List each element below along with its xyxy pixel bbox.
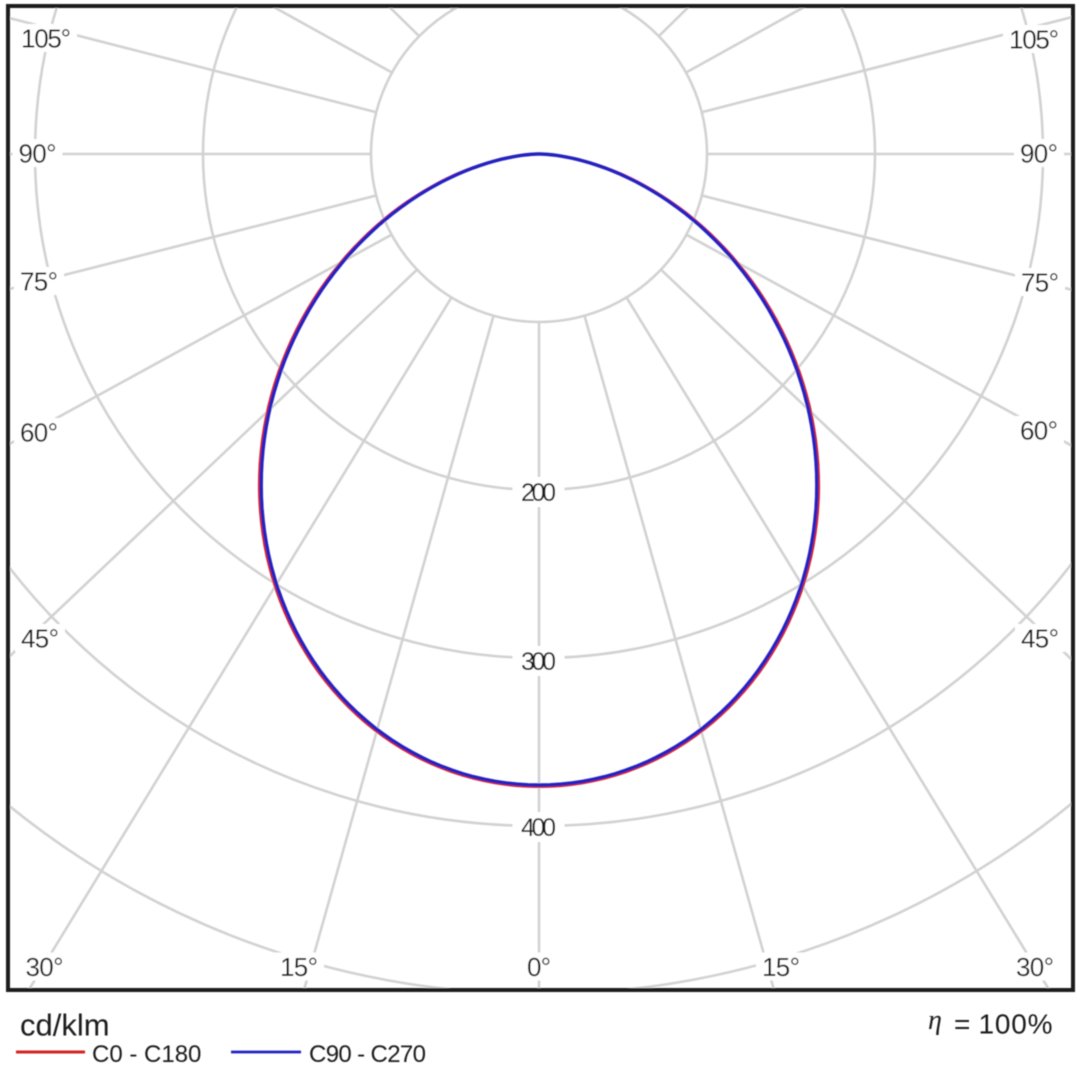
svg-text:30°: 30° (26, 952, 64, 982)
svg-text:45°: 45° (21, 624, 59, 654)
svg-text:75°: 75° (20, 267, 58, 297)
svg-text:200: 200 (521, 479, 556, 507)
svg-text:0°: 0° (527, 952, 551, 982)
svg-text:30°: 30° (1016, 952, 1054, 982)
svg-text:15°: 15° (762, 952, 800, 982)
svg-text:75°: 75° (1021, 268, 1059, 298)
svg-text:90°: 90° (19, 139, 57, 169)
svg-text:105°: 105° (21, 24, 71, 54)
svg-text:105°: 105° (1009, 25, 1059, 55)
svg-text:60°: 60° (20, 418, 58, 448)
svg-text:300: 300 (521, 648, 556, 676)
svg-text:45°: 45° (1021, 624, 1059, 654)
svg-text:15°: 15° (280, 952, 318, 982)
svg-text:60°: 60° (1020, 416, 1058, 446)
svg-text:90°: 90° (1020, 139, 1058, 169)
svg-text:400: 400 (521, 814, 556, 842)
svg-text:C90 - C270: C90 - C270 (309, 1041, 426, 1068)
svg-text:cd/klm: cd/klm (20, 1008, 110, 1043)
svg-text:C0 - C180: C0 - C180 (92, 1041, 201, 1068)
